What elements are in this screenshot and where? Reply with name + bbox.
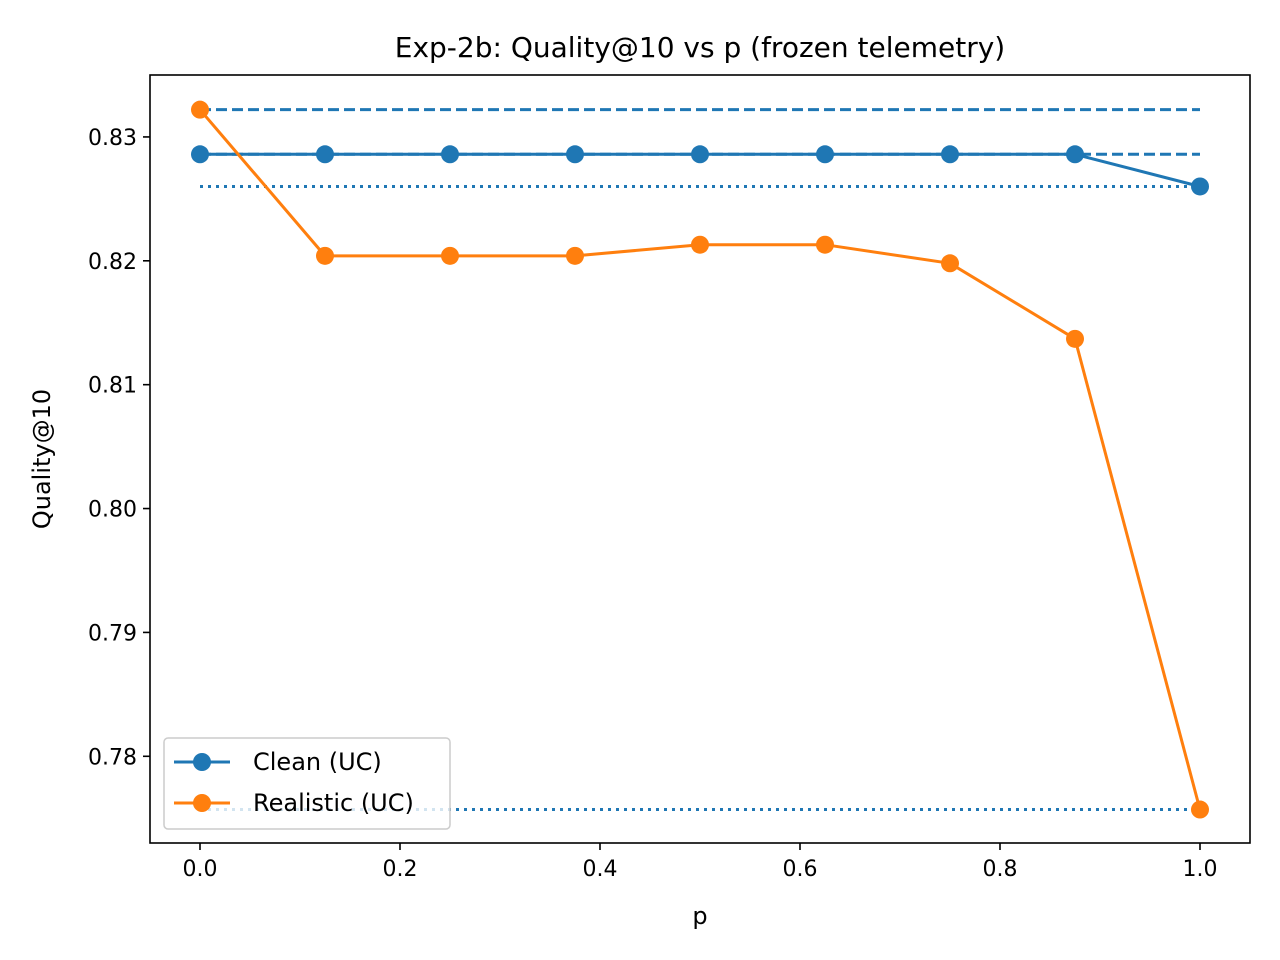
y-tick-label: 0.81 xyxy=(88,374,137,399)
point-realistic-uc-3 xyxy=(566,246,584,265)
point-realistic-uc-5 xyxy=(816,235,834,254)
point-clean-uc-5 xyxy=(816,145,834,164)
point-realistic-uc-7 xyxy=(1066,329,1084,348)
reference-lines xyxy=(200,108,1200,812)
y-tick-label: 0.79 xyxy=(88,621,137,646)
x-axis-ticks: 0.0 0.2 0.4 0.6 0.8 1.0 xyxy=(183,843,1218,882)
point-realistic-uc-6 xyxy=(941,254,959,273)
x-tick-label: 0.4 xyxy=(583,857,618,882)
legend-clean-marker xyxy=(193,753,211,771)
point-clean-uc-7 xyxy=(1066,145,1084,164)
x-tick-label: 0.2 xyxy=(383,857,418,882)
legend-realistic-label: Realistic (UC) xyxy=(253,789,414,817)
legend-frame xyxy=(163,737,451,830)
legend-clean-label: Clean (UC) xyxy=(253,748,382,776)
y-tick-label: 0.82 xyxy=(88,250,137,275)
chart-title: Exp-2b: Quality@10 vs p (frozen telemetr… xyxy=(395,31,1005,64)
y-tick-label: 0.80 xyxy=(88,498,137,523)
legend: Clean (UC) Realistic (UC) xyxy=(163,737,451,830)
legend-realistic-marker xyxy=(193,794,211,812)
point-clean-uc-4 xyxy=(691,145,709,164)
point-realistic-uc-0 xyxy=(191,100,209,119)
y-tick-label: 0.83 xyxy=(88,126,137,151)
x-tick-label: 1.0 xyxy=(1183,857,1218,882)
point-realistic-uc-2 xyxy=(441,246,459,265)
x-tick-label: 0.0 xyxy=(183,857,218,882)
point-clean-uc-8 xyxy=(1191,177,1209,196)
point-clean-uc-1 xyxy=(316,145,334,164)
point-clean-uc-2 xyxy=(441,145,459,164)
point-realistic-uc-4 xyxy=(691,235,709,254)
plot-frame xyxy=(149,74,1251,844)
point-clean-uc-0 xyxy=(191,145,209,164)
series-line-realistic-uc xyxy=(198,108,1202,810)
y-axis-label: Quality@10 xyxy=(28,389,56,529)
y-tick-label: 0.78 xyxy=(88,745,137,770)
point-clean-uc-3 xyxy=(566,145,584,164)
x-tick-label: 0.8 xyxy=(983,857,1018,882)
point-clean-uc-6 xyxy=(941,145,959,164)
point-realistic-uc-1 xyxy=(316,246,334,265)
y-axis-ticks: 0.78 0.79 0.80 0.81 0.82 0.83 xyxy=(88,126,150,770)
series-lines xyxy=(198,108,1202,810)
point-realistic-uc-8 xyxy=(1191,800,1209,819)
series-markers xyxy=(191,100,1209,819)
x-axis-label: p xyxy=(692,902,707,930)
x-tick-label: 0.6 xyxy=(783,857,818,882)
